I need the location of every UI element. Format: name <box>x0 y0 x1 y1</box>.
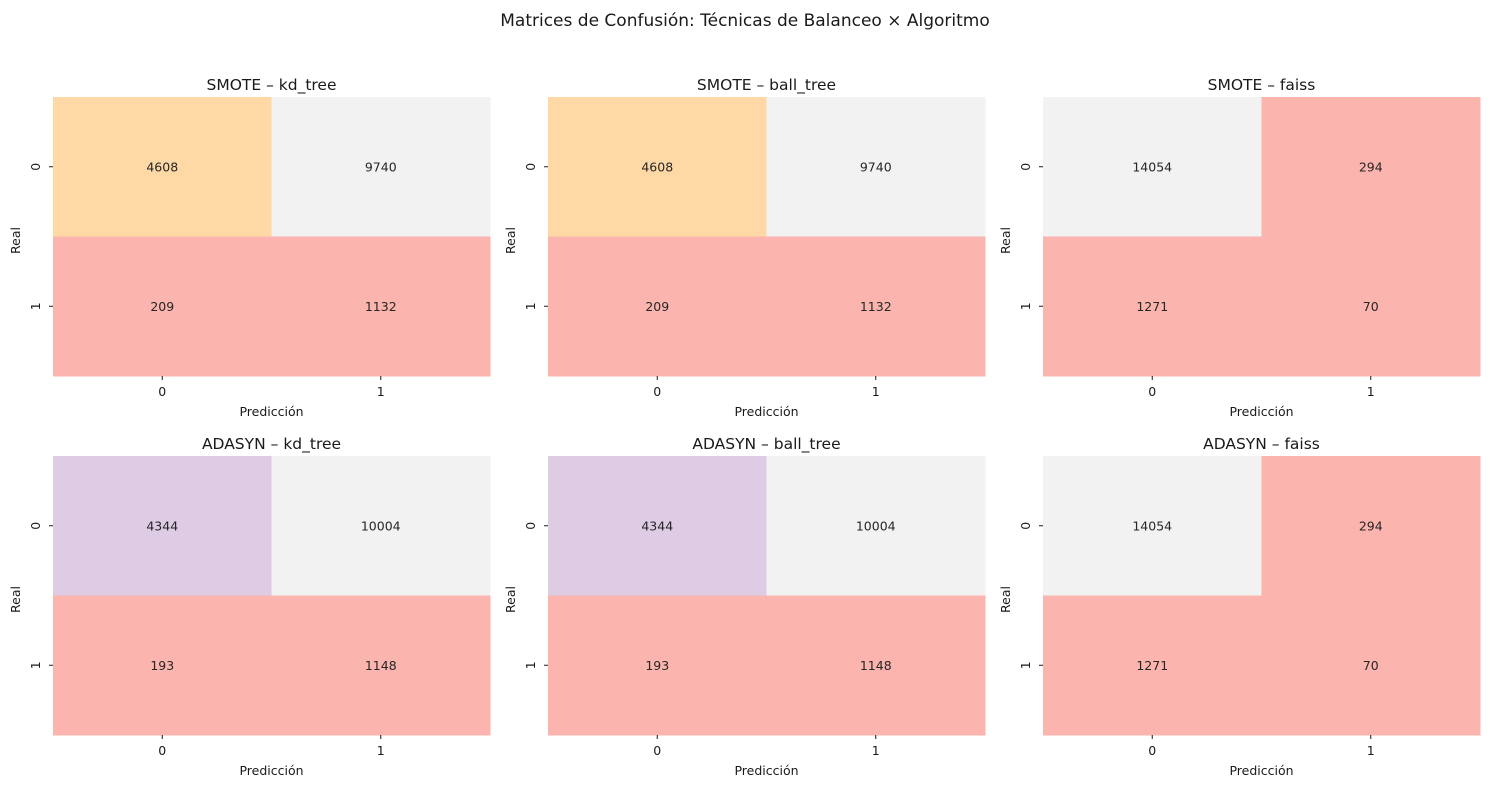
cell-value: 10004 <box>856 518 896 533</box>
x-tick-label: 1 <box>872 384 880 399</box>
x-tick-label: 0 <box>653 743 661 758</box>
y-axis-label: Real <box>8 586 23 613</box>
x-tick-label: 1 <box>872 743 880 758</box>
y-axis-label: Real <box>998 227 1013 254</box>
cell-value: 1148 <box>860 658 892 673</box>
heatmap-cell-r0-c1 <box>766 456 986 596</box>
cell-value: 4608 <box>146 159 178 174</box>
x-axis-label: Predicción <box>734 763 798 778</box>
heatmap-cell-r0-c0 <box>548 456 767 596</box>
cell-value: 1132 <box>365 299 397 314</box>
cell-value: 209 <box>645 299 669 314</box>
y-tick-label: 0 <box>28 522 43 530</box>
cell-value: 4344 <box>641 518 673 533</box>
y-tick-label: 0 <box>523 522 538 530</box>
y-tick-label: 1 <box>523 302 538 310</box>
heatmap-cell-r1-c1 <box>1261 595 1481 736</box>
heatmap-cell-r1-c1 <box>766 595 986 736</box>
x-tick-label: 1 <box>377 384 385 399</box>
panel-title: ADASYN – ball_tree <box>692 435 840 454</box>
y-tick-label: 0 <box>523 163 538 171</box>
y-axis-label: Real <box>503 227 518 254</box>
y-tick-label: 0 <box>28 163 43 171</box>
heatmap-cell-r0-c1 <box>271 97 491 237</box>
cell-value: 70 <box>1363 658 1379 673</box>
y-tick-label: 1 <box>523 661 538 669</box>
panel-title: ADASYN – kd_tree <box>202 435 341 454</box>
cell-value: 70 <box>1363 299 1379 314</box>
heatmap-cell-r1-c0 <box>548 236 767 377</box>
cell-value: 1148 <box>365 658 397 673</box>
cell-value: 10004 <box>361 518 401 533</box>
heatmap-cell-r0-c0 <box>53 456 272 596</box>
cell-value: 14054 <box>1132 518 1172 533</box>
cell-value: 193 <box>150 658 174 673</box>
panel-title: SMOTE – faiss <box>1208 76 1316 94</box>
y-tick-label: 0 <box>1018 522 1033 530</box>
cell-value: 1271 <box>1136 658 1168 673</box>
heatmap-cell-r1-c1 <box>766 236 986 377</box>
heatmap-cell-r1-c0 <box>1043 595 1262 736</box>
heatmap-cell-r1-c1 <box>271 236 491 377</box>
y-tick-label: 0 <box>1018 163 1033 171</box>
heatmap-cell-r1-c1 <box>271 595 491 736</box>
x-axis-label: Predicción <box>239 763 303 778</box>
heatmap-cell-r0-c0 <box>1043 456 1262 596</box>
y-axis-label: Real <box>503 586 518 613</box>
cell-value: 4608 <box>641 159 673 174</box>
panel-title: ADASYN – faiss <box>1203 435 1320 453</box>
heatmap-cell-r0-c0 <box>548 97 767 237</box>
cell-value: 209 <box>150 299 174 314</box>
x-tick-label: 0 <box>653 384 661 399</box>
cell-value: 14054 <box>1132 159 1172 174</box>
y-axis-label: Real <box>8 227 23 254</box>
cell-value: 1132 <box>860 299 892 314</box>
y-axis-label: Real <box>998 586 1013 613</box>
heatmap-panel-1: SMOTE – kd_tree 4608 9740 209 1132 0 1 0 1 Predic… <box>8 76 491 419</box>
cell-value: 1271 <box>1136 299 1168 314</box>
cell-value: 193 <box>645 658 669 673</box>
heatmap-cell-r0-c0 <box>53 97 272 237</box>
cell-value: 9740 <box>860 159 892 174</box>
heatmap-cell-r1-c0 <box>1043 236 1262 377</box>
panel-title: SMOTE – kd_tree <box>206 76 336 95</box>
cell-value: 294 <box>1359 518 1383 533</box>
x-axis-label: Predicción <box>1229 763 1293 778</box>
x-tick-label: 0 <box>1148 384 1156 399</box>
heatmap-panel-3: SMOTE – faiss 14054 294 1271 70 0 1 0 1 Predicció… <box>998 76 1481 419</box>
x-tick-label: 1 <box>1367 743 1375 758</box>
y-tick-label: 1 <box>28 302 43 310</box>
x-axis-label: Predicción <box>734 404 798 419</box>
x-axis-label: Predicción <box>239 404 303 419</box>
x-tick-label: 1 <box>1367 384 1375 399</box>
figure-title: Matrices de Confusión: Técnicas de Balan… <box>500 11 990 31</box>
heatmap-cell-r1-c0 <box>53 595 272 736</box>
heatmap-cell-r0-c1 <box>271 456 491 596</box>
y-tick-label: 1 <box>1018 661 1033 669</box>
cell-value: 4344 <box>146 518 178 533</box>
x-tick-label: 0 <box>158 384 166 399</box>
heatmap-cell-r0-c1 <box>1261 97 1481 237</box>
heatmap-cell-r1-c0 <box>548 595 767 736</box>
heatmap-cell-r1-c0 <box>53 236 272 377</box>
heatmap-panel-4: ADASYN – kd_tree 4344 10004 193 1148 0 1 0 1 Pred… <box>8 435 491 778</box>
cell-value: 9740 <box>365 159 397 174</box>
heatmap-panel-5: ADASYN – ball_tree 4344 10004 193 1148 0 1 0 1 Pr… <box>503 435 986 778</box>
x-axis-label: Predicción <box>1229 404 1293 419</box>
y-tick-label: 1 <box>1018 302 1033 310</box>
heatmap-cell-r0-c1 <box>1261 456 1481 596</box>
heatmap-cell-r0-c1 <box>766 97 986 237</box>
heatmap-panel-6: ADASYN – faiss 14054 294 1271 70 0 1 0 1 Predicci… <box>998 435 1481 778</box>
panel-title: SMOTE – ball_tree <box>697 76 836 95</box>
cell-value: 294 <box>1359 159 1383 174</box>
heatmap-cell-r0-c0 <box>1043 97 1262 237</box>
heatmap-cell-r1-c1 <box>1261 236 1481 377</box>
x-tick-label: 1 <box>377 743 385 758</box>
x-tick-label: 0 <box>158 743 166 758</box>
y-tick-label: 1 <box>28 661 43 669</box>
x-tick-label: 0 <box>1148 743 1156 758</box>
heatmap-panel-2: SMOTE – ball_tree 4608 9740 209 1132 0 1 0 1 Pred… <box>503 76 986 419</box>
